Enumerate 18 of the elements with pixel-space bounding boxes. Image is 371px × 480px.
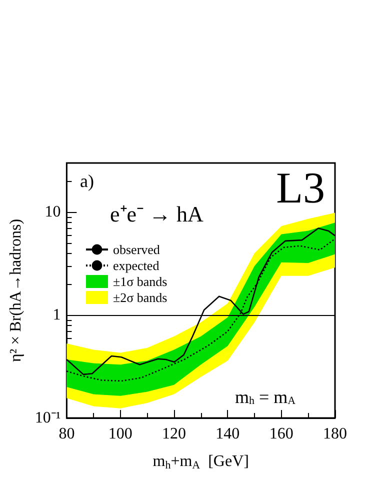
y-tick-label: 10⁻¹ [34, 410, 61, 426]
y-tick-label: 1 [52, 306, 61, 324]
annotation: e⁺e⁻ → hA [110, 202, 204, 226]
x-tick-label: 160 [269, 426, 294, 442]
legend-label: ±1σ bands [113, 274, 168, 289]
x-tick-label: 100 [108, 426, 132, 442]
x-tick-label: 120 [162, 426, 186, 442]
x-tick-label: 180 [323, 426, 347, 442]
annotation: mh = mA [235, 387, 296, 407]
annotation: L3 [276, 164, 326, 212]
legend-label: observed [113, 242, 160, 257]
legend-label: ±2σ bands [113, 290, 168, 305]
legend-label: expected [113, 258, 160, 273]
annotation: a) [80, 171, 94, 191]
y-axis-title: η² × Br(hA→hadrons) [8, 218, 24, 362]
y-tick-label: 10 [44, 204, 61, 221]
x-tick-label: 80 [58, 426, 75, 442]
x-tick-label: 140 [216, 426, 240, 442]
